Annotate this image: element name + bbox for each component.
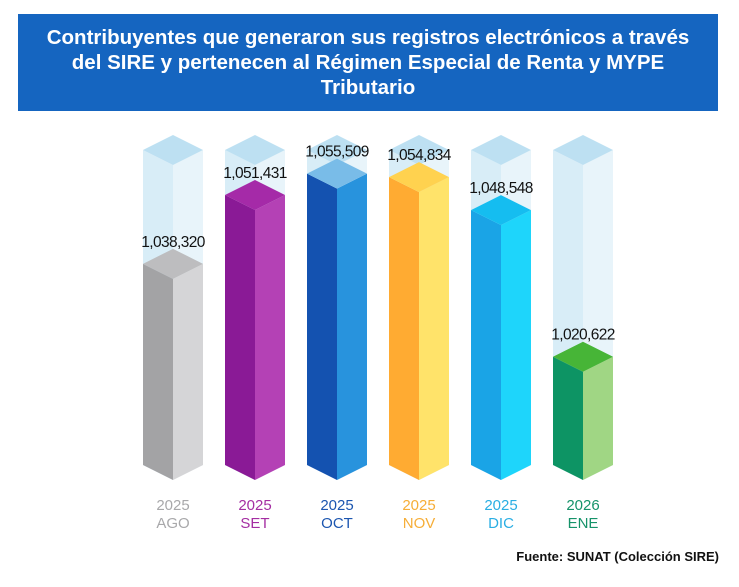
value-label-set: 1,051,431 [223,165,287,182]
bar-right-face-set [255,194,285,480]
year-label-ago: 2025 [156,497,189,514]
ghost-top-oct [307,135,367,165]
bar-left-face-ene [553,356,583,480]
bar-left-face-nov [389,177,419,480]
bar-right-face-ene [583,356,613,480]
bar-right-face-oct [337,173,367,480]
bar-right-face-dic [501,210,531,481]
bar-top-nov [389,162,449,193]
value-label-ene: 1,020,622 [551,327,615,344]
month-label-dic: DIC [488,515,514,532]
chart-title: Contribuyentes que generaron sus registr… [46,26,690,99]
value-label-oct: 1,055,509 [305,144,369,161]
value-label-dic: 1,048,548 [469,180,533,197]
year-label-ene: 2026 [566,497,599,514]
year-label-dic: 2025 [484,497,517,514]
bar-left-face-set [225,194,255,480]
ghost-top-nov [389,135,449,165]
source-note: Fuente: SUNAT (Colección SIRE) [516,549,719,564]
year-label-nov: 2025 [402,497,435,514]
ghost-top-ene [553,135,613,165]
month-label-oct: OCT [321,515,353,532]
ghost-top-ago [143,135,203,165]
value-label-nov: 1,054,834 [387,147,452,164]
month-label-ago: AGO [156,515,189,532]
value-label-ago: 1,038,320 [141,234,206,251]
bar-top-set [225,179,285,210]
ghost-top-dic [471,135,531,165]
bar-top-oct [307,158,367,189]
title-banner: Contribuyentes que generaron sus registr… [18,14,718,111]
month-label-set: SET [240,515,269,532]
bar-top-ene [553,341,613,372]
year-label-oct: 2025 [320,497,353,514]
bar-top-dic [471,195,531,226]
bar-left-face-ago [143,263,173,480]
bar-right-face-ago [173,263,203,480]
year-label-set: 2025 [238,497,271,514]
bar-top-ago [143,248,203,279]
month-label-ene: ENE [568,515,599,532]
bar-left-face-dic [471,210,501,481]
ghost-top-set [225,135,285,165]
bar-right-face-nov [419,177,449,480]
bar-left-face-oct [307,173,337,480]
month-label-nov: NOV [403,515,436,532]
